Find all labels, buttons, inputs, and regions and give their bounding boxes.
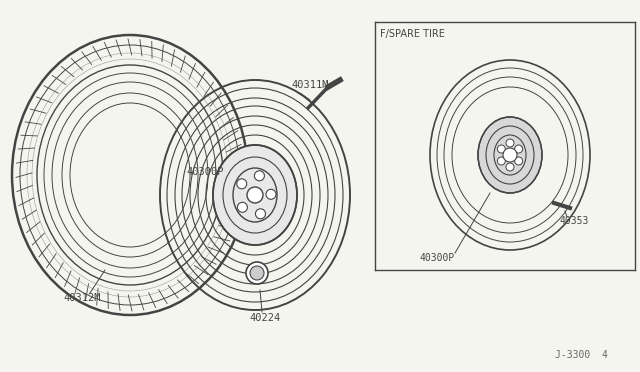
Ellipse shape	[213, 145, 297, 245]
Text: 40353: 40353	[560, 216, 589, 226]
Circle shape	[255, 171, 264, 181]
Circle shape	[246, 262, 268, 284]
Circle shape	[250, 266, 264, 280]
Text: F/SPARE TIRE: F/SPARE TIRE	[380, 29, 445, 39]
Circle shape	[497, 157, 506, 165]
Circle shape	[266, 189, 276, 199]
Text: 40300P: 40300P	[420, 253, 455, 263]
Text: 40224: 40224	[250, 313, 280, 323]
Circle shape	[515, 157, 523, 165]
Circle shape	[515, 145, 523, 153]
Circle shape	[237, 202, 248, 212]
Circle shape	[255, 209, 266, 219]
Ellipse shape	[478, 117, 542, 193]
Text: 40311M: 40311M	[291, 80, 329, 90]
Circle shape	[506, 139, 514, 147]
Circle shape	[247, 187, 263, 203]
Circle shape	[497, 145, 506, 153]
Text: 40300P: 40300P	[186, 167, 224, 177]
Text: 40312M: 40312M	[63, 293, 100, 303]
Circle shape	[503, 148, 517, 162]
Text: J-3300  4: J-3300 4	[555, 350, 608, 360]
Circle shape	[506, 163, 514, 171]
Circle shape	[237, 179, 247, 189]
